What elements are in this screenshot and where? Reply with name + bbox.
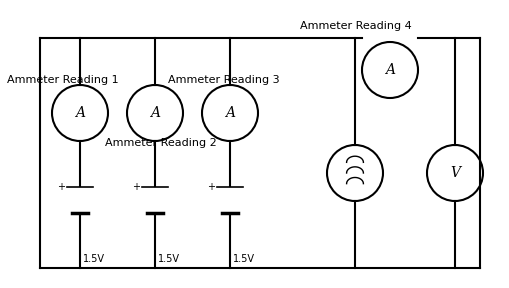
Text: +: + [57,182,65,192]
Text: 1.5V: 1.5V [83,254,105,264]
Text: Ammeter Reading 1: Ammeter Reading 1 [7,75,119,85]
Text: +: + [207,182,215,192]
Text: A: A [224,106,235,120]
Text: 1.5V: 1.5V [158,254,180,264]
Text: +: + [132,182,140,192]
Text: A: A [150,106,160,120]
Text: Ammeter Reading 4: Ammeter Reading 4 [299,21,411,31]
Text: 1.5V: 1.5V [233,254,254,264]
Text: Ammeter Reading 3: Ammeter Reading 3 [167,75,279,85]
Text: Ammeter Reading 2: Ammeter Reading 2 [105,138,216,148]
Text: V: V [449,166,459,180]
Text: A: A [75,106,85,120]
Text: A: A [384,63,394,77]
